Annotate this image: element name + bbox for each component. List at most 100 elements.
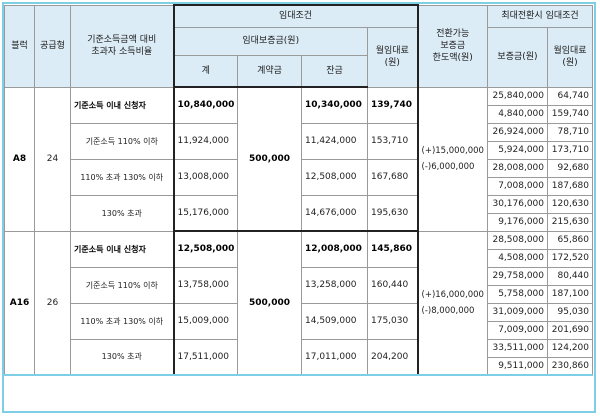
conv-rent-cell: 230,860 xyxy=(546,356,594,376)
monthly-rent-cell: 204,200 xyxy=(367,338,419,376)
header-monthly-rent-line2: (원) xyxy=(384,58,400,68)
income-bracket-label: 기준소득 이내 신청자 xyxy=(70,230,174,268)
conv-rent-cell: 95,030 xyxy=(546,302,594,322)
monthly-rent-cell: 160,440 xyxy=(367,266,419,304)
monthly-rent-cell: 167,680 xyxy=(367,158,419,196)
conv-rent-cell: 187,680 xyxy=(546,176,594,196)
balance-cell: 11,424,000 xyxy=(301,122,368,160)
lease-conditions-table: 블럭 공급형 기준소득금액 대비 초과자 소득비율 임대조건 전환가능 보증금 … xyxy=(4,4,594,376)
conv-rent-cell: 120,630 xyxy=(546,194,594,214)
conv-deposit-cell: 7,009,000 xyxy=(487,320,548,340)
conv-deposit-cell: 7,008,000 xyxy=(487,176,548,196)
table-row: 9,511,000 230,860 xyxy=(5,356,594,376)
header-conv-deposit: 보증금(원) xyxy=(487,26,548,88)
table-row: 130% 초과 15,176,000 14,676,000 195,630 30,176… xyxy=(5,194,594,232)
supply-type-cell: 26 xyxy=(34,230,71,376)
limit-plus: (+)16,000,000 xyxy=(421,289,484,300)
table-row: 110% 초과 130% 이하 15,009,000 14,509,000 175,0… xyxy=(5,302,594,340)
conv-deposit-cell: 5,924,000 xyxy=(487,140,548,160)
header-conv-rent-line2: (원) xyxy=(562,58,578,68)
deposit-total-cell: 15,009,000 xyxy=(172,302,238,340)
deposit-total-cell: 12,508,000 xyxy=(172,230,238,268)
table-row: 7,009,000 201,690 xyxy=(5,320,594,340)
conv-rent-cell: 159,740 xyxy=(546,104,594,124)
monthly-rent-cell: 195,630 xyxy=(367,194,419,232)
header-income-ratio: 기준소득금액 대비 초과자 소득비율 xyxy=(70,4,174,88)
table-row: 110% 초과 130% 이하 13,008,000 12,508,000 167,6… xyxy=(5,158,594,196)
header-income-ratio-line1: 기준소득금액 대비 xyxy=(87,35,157,45)
header-max-conversion: 최대전환시 임대조건 xyxy=(486,4,594,28)
header-convertible-line2: 보증금 xyxy=(440,41,466,51)
block-cell: A16 xyxy=(4,230,35,376)
header-total: 계 xyxy=(172,54,238,88)
income-bracket-label: 130% 초과 xyxy=(70,338,174,376)
deposit-total-cell: 13,008,000 xyxy=(172,158,238,196)
header-lease-terms: 임대조건 xyxy=(172,4,419,28)
supply-type-cell: 24 xyxy=(34,86,71,232)
limit-plus: (+)15,000,000 xyxy=(421,146,484,156)
balance-cell: 14,509,000 xyxy=(301,302,368,340)
monthly-rent-cell: 153,710 xyxy=(367,122,419,160)
header-convertible-line3: 한도액(원) xyxy=(432,53,473,63)
conv-rent-cell: 92,680 xyxy=(546,158,594,178)
conv-rent-cell: 64,740 xyxy=(546,86,594,106)
monthly-rent-cell: 139,740 xyxy=(367,86,419,124)
contract-cell: 500,000 xyxy=(237,86,302,232)
conv-rent-cell: 78,710 xyxy=(546,122,594,142)
table-row: 130% 초과 17,511,000 17,011,000 204,200 33,511… xyxy=(5,338,594,376)
conv-rent-cell: 172,520 xyxy=(546,248,594,268)
table-row: 기준소득 110% 이하 11,924,000 11,424,000 153,710 2… xyxy=(5,122,594,160)
conv-deposit-cell: 5,758,000 xyxy=(487,284,548,304)
header-convertible-line1: 전환가능 xyxy=(436,29,470,39)
conv-deposit-cell: 9,511,000 xyxy=(487,356,548,376)
monthly-rent-cell: 175,030 xyxy=(367,302,419,340)
header-deposit: 임대보증금(원) xyxy=(172,26,368,56)
income-bracket-label: 기준소득 110% 이하 xyxy=(70,266,174,304)
table-row: A8 24 기준소득 이내 신청자 10,840,000 500,000 10,340,0… xyxy=(4,86,594,232)
conv-rent-cell: 80,440 xyxy=(546,266,594,286)
limit-minus: (-)6,000,000 xyxy=(421,162,475,172)
conv-rent-cell: 173,710 xyxy=(546,140,594,160)
conv-deposit-cell: 4,840,000 xyxy=(487,104,548,124)
header-monthly-rent-line1: 월임대료 xyxy=(375,46,409,56)
income-bracket-label: 기준소득 110% 이하 xyxy=(70,122,174,160)
header-monthly-rent: 월임대료 (원) xyxy=(367,26,419,88)
conv-rent-cell: 65,860 xyxy=(546,230,594,250)
convertible-limit-cell: (+)15,000,000 (-)6,000,000 xyxy=(417,86,488,232)
income-bracket-label: 110% 초과 130% 이하 xyxy=(70,158,174,196)
table-row: 5,758,000 187,100 xyxy=(5,284,594,304)
header-income-ratio-line2: 초과자 소득비율 xyxy=(91,47,153,57)
deposit-total-cell: 17,511,000 xyxy=(172,338,238,376)
table-body: A8 24 기준소득 이내 신청자 10,840,000 500,000 10,340,0… xyxy=(4,86,594,376)
conv-deposit-cell: 9,176,000 xyxy=(487,212,548,232)
header-conv-rent-line1: 월임대료 xyxy=(553,46,587,56)
header-conv-rent: 월임대료 (원) xyxy=(546,26,594,88)
balance-cell: 12,008,000 xyxy=(301,230,368,268)
conv-deposit-cell: 28,508,000 xyxy=(487,230,548,250)
contract-cell: 500,000 xyxy=(237,230,302,376)
balance-cell: 12,508,000 xyxy=(301,158,368,196)
conv-deposit-cell: 25,840,000 xyxy=(487,86,548,106)
limit-minus: (-)8,000,000 xyxy=(421,305,475,316)
convertible-limit-cell: (+)16,000,000 (-)8,000,000 xyxy=(417,230,488,376)
income-bracket-label: 130% 초과 xyxy=(70,194,174,232)
header-supply-type: 공급형 xyxy=(34,4,71,88)
conv-rent-cell: 187,100 xyxy=(546,284,594,304)
balance-cell: 14,676,000 xyxy=(301,194,368,232)
table-row: 5,924,000 173,710 xyxy=(5,140,594,160)
conv-rent-cell: 215,630 xyxy=(546,212,594,232)
conv-deposit-cell: 29,758,000 xyxy=(487,266,548,286)
header-convertible-limit: 전환가능 보증금 한도액(원) xyxy=(417,4,488,88)
income-bracket-label: 110% 초과 130% 이하 xyxy=(70,302,174,340)
conv-deposit-cell: 28,008,000 xyxy=(487,158,548,178)
balance-cell: 13,258,000 xyxy=(301,266,368,304)
block-cell: A8 xyxy=(4,86,35,232)
balance-cell: 17,011,000 xyxy=(301,338,368,376)
table-row: A16 26 기준소득 이내 신청자 12,508,000 500,000 12,008,… xyxy=(4,230,594,376)
deposit-total-cell: 11,924,000 xyxy=(172,122,238,160)
conv-deposit-cell: 33,511,000 xyxy=(487,338,548,358)
deposit-total-cell: 15,176,000 xyxy=(172,194,238,232)
conv-deposit-cell: 26,924,000 xyxy=(487,122,548,142)
monthly-rent-cell: 145,860 xyxy=(367,230,419,268)
deposit-total-cell: 13,758,000 xyxy=(172,266,238,304)
